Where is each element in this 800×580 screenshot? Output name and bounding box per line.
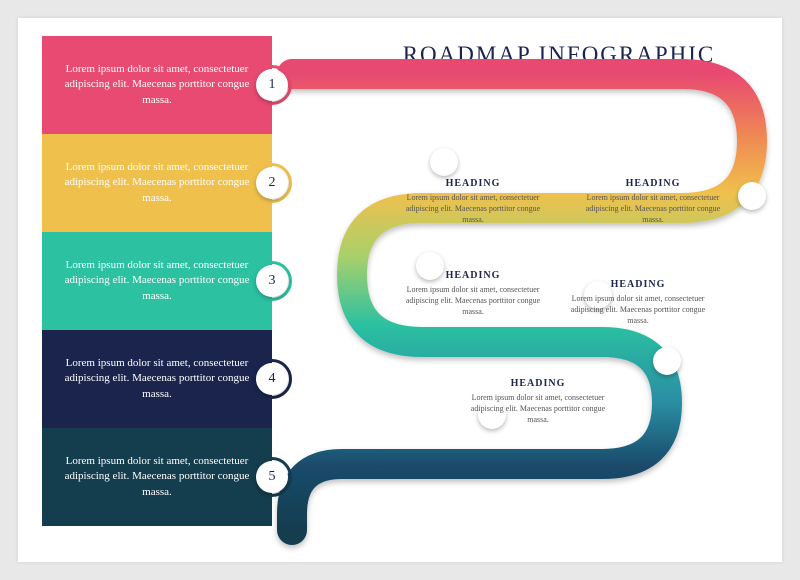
step-body: Lorem ipsum dolor sit amet, consectetuer… bbox=[398, 193, 548, 225]
step-number-2: 2 bbox=[256, 167, 288, 199]
step-heading: HEADING bbox=[398, 178, 548, 189]
step-block-1: HEADING Lorem ipsum dolor sit amet, conse… bbox=[398, 178, 548, 225]
step-block-4: HEADING Lorem ipsum dolor sit amet, conse… bbox=[563, 279, 713, 326]
step-body: Lorem ipsum dolor sit amet, consectetuer… bbox=[563, 294, 713, 326]
step-heading: HEADING bbox=[578, 178, 728, 189]
step-body: Lorem ipsum dolor sit amet, consectetuer… bbox=[463, 393, 613, 425]
path-node-2 bbox=[738, 182, 766, 210]
sidebar-card-5: Lorem ipsum dolor sit amet, consectetuer… bbox=[42, 428, 272, 526]
sidebar-card-1: Lorem ipsum dolor sit amet, consectetuer… bbox=[42, 36, 272, 134]
sidebar-card-3: Lorem ipsum dolor sit amet, consectetuer… bbox=[42, 232, 272, 330]
page-title: ROADMAP INFOGRAPHIC bbox=[368, 42, 750, 68]
step-heading: HEADING bbox=[563, 279, 713, 290]
step-number-3: 3 bbox=[256, 265, 288, 297]
step-block-3: HEADING Lorem ipsum dolor sit amet, conse… bbox=[398, 270, 548, 317]
step-block-2: HEADING Lorem ipsum dolor sit amet, conse… bbox=[578, 178, 728, 225]
title-block: ROADMAP INFOGRAPHIC Lorem ipsum dolor si… bbox=[368, 42, 750, 89]
step-number-1: 1 bbox=[256, 69, 288, 101]
path-node-5 bbox=[653, 347, 681, 375]
infographic-canvas: Lorem ipsum dolor sit amet, consectetuer… bbox=[18, 18, 782, 562]
sidebar: Lorem ipsum dolor sit amet, consectetuer… bbox=[42, 36, 272, 526]
page-subtitle: Lorem ipsum dolor sit amet, consectetuer… bbox=[368, 76, 750, 89]
step-body: Lorem ipsum dolor sit amet, consectetuer… bbox=[578, 193, 728, 225]
step-number-5: 5 bbox=[256, 461, 288, 493]
step-block-5: HEADING Lorem ipsum dolor sit amet, conse… bbox=[463, 378, 613, 425]
path-node-1 bbox=[430, 148, 458, 176]
sidebar-card-2: Lorem ipsum dolor sit amet, consectetuer… bbox=[42, 134, 272, 232]
step-heading: HEADING bbox=[398, 270, 548, 281]
step-heading: HEADING bbox=[463, 378, 613, 389]
step-number-4: 4 bbox=[256, 363, 288, 395]
step-body: Lorem ipsum dolor sit amet, consectetuer… bbox=[398, 285, 548, 317]
sidebar-card-4: Lorem ipsum dolor sit amet, consectetuer… bbox=[42, 330, 272, 428]
